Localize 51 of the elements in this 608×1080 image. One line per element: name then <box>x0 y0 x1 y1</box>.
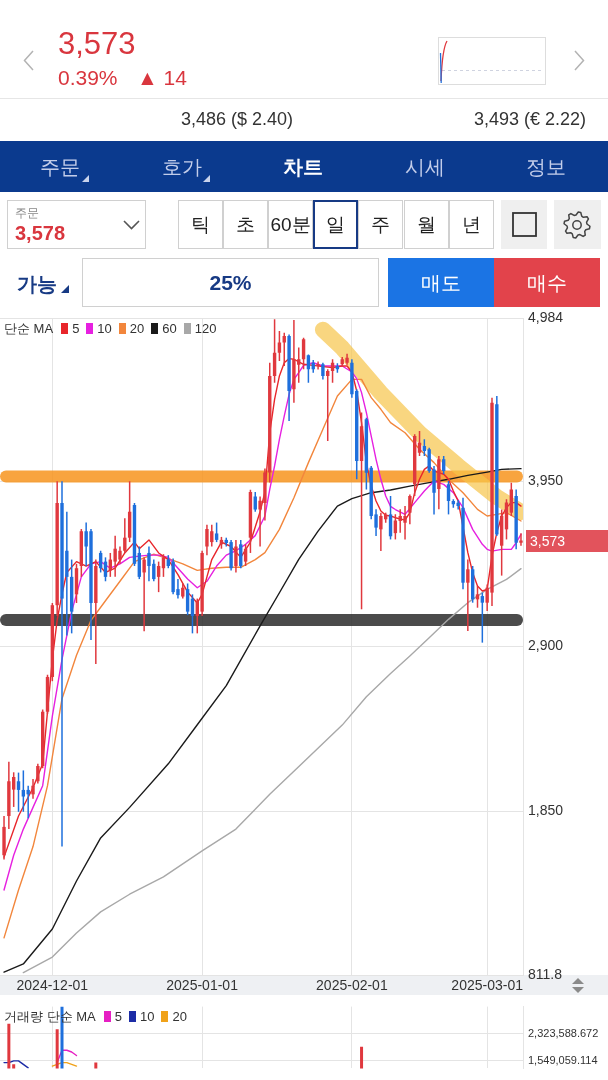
y-tick-label: 811.8 <box>528 965 563 982</box>
text: 3,578 <box>15 222 66 244</box>
legend-label: 5 <box>114 1008 122 1024</box>
legend-label: 120 <box>194 320 217 336</box>
text: 시세 <box>405 155 445 178</box>
x-tick-label: 2024-12-01 <box>16 977 89 994</box>
y-tick-label: 1,850 <box>528 802 564 819</box>
text: 정보 <box>526 155 566 178</box>
legend-label: 60 <box>162 320 177 336</box>
legend-label: 10 <box>97 320 112 336</box>
button: 년 <box>448 200 494 249</box>
y-tick-label: 2,900 <box>528 637 564 654</box>
x-tick-label: 2025-02-01 <box>316 977 388 994</box>
legend-label: 20 <box>172 1008 187 1024</box>
candlestick <box>456 500 460 510</box>
text: 3,486 ($ 2.40) <box>180 109 293 129</box>
legend-label: 20 <box>129 320 145 336</box>
button: 초 <box>222 200 268 249</box>
legend-label: 5 <box>72 320 80 336</box>
button: 주 <box>358 200 404 249</box>
button: 매도 <box>388 258 494 307</box>
button: 월 <box>403 200 449 249</box>
text: 3,573 <box>526 529 608 552</box>
y-tick-label: 2,323,588.672 <box>528 1026 599 1039</box>
input-field: 25% <box>82 258 379 307</box>
x-tick-label: 2025-01-01 <box>166 977 239 994</box>
candlestick <box>26 785 30 819</box>
button: 틱 <box>177 200 223 249</box>
text: ▲ 14 <box>137 66 187 89</box>
y-tick-label: 4,984 <box>528 309 564 326</box>
legend-title: 단순 MA <box>4 320 54 336</box>
candlestick <box>282 332 286 367</box>
button: 60분 <box>267 200 314 249</box>
text: 3,493 (€ 2.22) <box>473 109 586 129</box>
text: 3,573 <box>58 26 136 61</box>
x-tick-label: 2025-03-01 <box>451 977 524 994</box>
candlestick <box>142 557 146 632</box>
text: 가능 <box>17 273 57 295</box>
y-tick-label: 3,950 <box>528 472 564 489</box>
text: 0.39% <box>58 66 118 89</box>
candlestick <box>403 506 407 540</box>
button: 매수 <box>494 258 600 307</box>
text: 호가 <box>162 155 202 178</box>
y-tick-label: 1,549,059.114 <box>528 1053 598 1066</box>
text: 주문 <box>40 155 80 178</box>
button: 일 <box>313 200 359 249</box>
candlestick <box>466 559 470 631</box>
legend-label: 10 <box>139 1008 155 1024</box>
candlestick <box>519 533 523 546</box>
text: 주문 <box>15 206 39 220</box>
text: 차트 <box>283 155 323 178</box>
